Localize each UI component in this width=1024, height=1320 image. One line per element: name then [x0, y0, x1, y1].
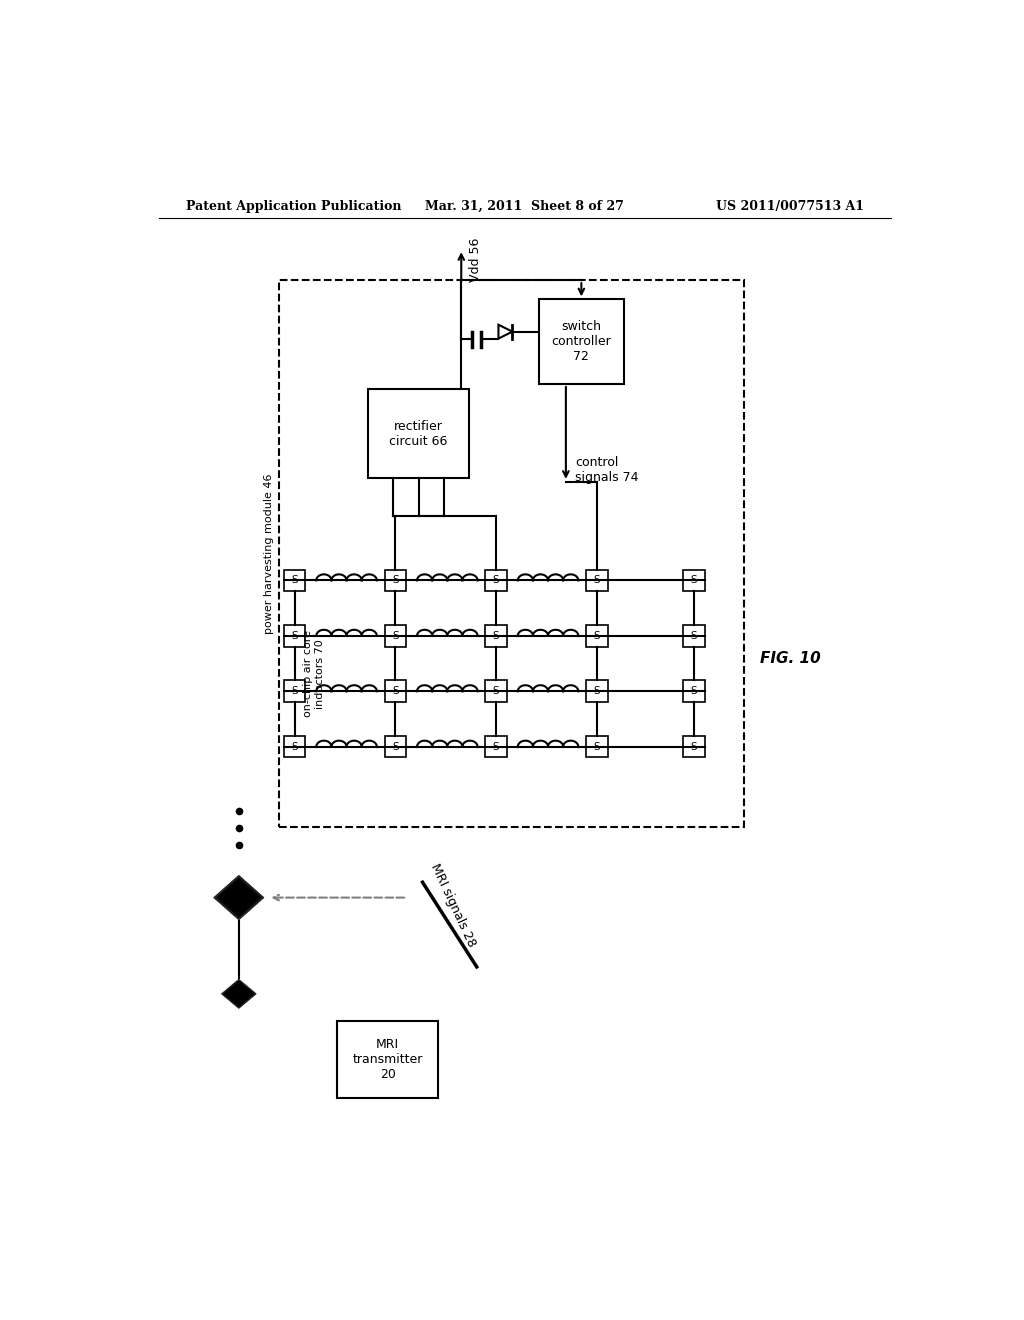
- Bar: [586, 570, 607, 591]
- Text: S: S: [392, 631, 398, 640]
- Bar: [337, 1020, 438, 1098]
- Text: Patent Application Publication: Patent Application Publication: [186, 199, 401, 213]
- Polygon shape: [225, 982, 252, 1005]
- Text: S: S: [392, 576, 398, 585]
- Bar: [485, 737, 507, 758]
- Polygon shape: [223, 981, 254, 1007]
- Bar: [385, 570, 407, 591]
- Polygon shape: [227, 985, 250, 1003]
- Polygon shape: [225, 886, 252, 909]
- Bar: [683, 570, 705, 591]
- Text: S: S: [594, 576, 600, 585]
- Bar: [586, 737, 607, 758]
- Bar: [485, 570, 507, 591]
- Bar: [586, 681, 607, 702]
- Text: US 2011/0077513 A1: US 2011/0077513 A1: [716, 199, 864, 213]
- Bar: [284, 681, 305, 702]
- Text: rectifier
circuit 66: rectifier circuit 66: [389, 420, 447, 447]
- Bar: [385, 626, 407, 647]
- Text: MRI
transmitter
20: MRI transmitter 20: [352, 1038, 423, 1081]
- Text: S: S: [493, 686, 500, 696]
- Bar: [485, 681, 507, 702]
- Text: S: S: [493, 742, 500, 751]
- Bar: [539, 300, 624, 384]
- Text: S: S: [493, 576, 500, 585]
- Bar: [485, 626, 507, 647]
- Text: on-chip air core
inductors 70: on-chip air core inductors 70: [303, 630, 325, 717]
- Text: S: S: [291, 631, 298, 640]
- Text: S: S: [690, 631, 697, 640]
- Text: S: S: [392, 686, 398, 696]
- Polygon shape: [217, 878, 261, 917]
- Text: S: S: [291, 686, 298, 696]
- Text: control
signals 74: control signals 74: [575, 457, 639, 484]
- Text: power harvesting module 46: power harvesting module 46: [264, 473, 274, 634]
- Polygon shape: [221, 979, 256, 1008]
- Text: S: S: [291, 742, 298, 751]
- Bar: [683, 737, 705, 758]
- Text: S: S: [493, 631, 500, 640]
- Bar: [369, 389, 469, 478]
- Text: S: S: [690, 686, 697, 696]
- Text: S: S: [291, 576, 298, 585]
- Text: switch
controller
72: switch controller 72: [552, 321, 611, 363]
- Text: S: S: [594, 742, 600, 751]
- Bar: [586, 626, 607, 647]
- Text: S: S: [392, 742, 398, 751]
- Polygon shape: [229, 986, 248, 1002]
- Bar: [284, 570, 305, 591]
- Text: S: S: [594, 686, 600, 696]
- Polygon shape: [220, 880, 258, 915]
- Text: MRI signals 28: MRI signals 28: [428, 862, 478, 949]
- Bar: [280, 280, 744, 826]
- Text: FIG. 10: FIG. 10: [760, 651, 821, 667]
- Text: S: S: [690, 576, 697, 585]
- Text: S: S: [690, 742, 697, 751]
- Polygon shape: [214, 875, 264, 920]
- Text: S: S: [594, 631, 600, 640]
- Text: Vdd 56: Vdd 56: [469, 238, 482, 282]
- Text: Mar. 31, 2011  Sheet 8 of 27: Mar. 31, 2011 Sheet 8 of 27: [425, 199, 625, 213]
- Bar: [284, 737, 305, 758]
- Bar: [385, 681, 407, 702]
- Bar: [683, 681, 705, 702]
- Polygon shape: [222, 883, 255, 912]
- Bar: [385, 737, 407, 758]
- Bar: [683, 626, 705, 647]
- Bar: [284, 626, 305, 647]
